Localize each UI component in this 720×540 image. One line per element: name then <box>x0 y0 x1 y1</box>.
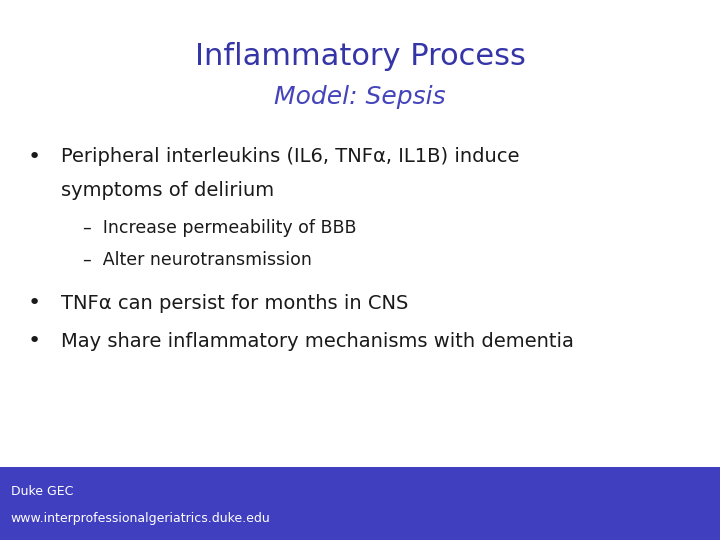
Text: •: • <box>27 331 40 352</box>
Text: www.interprofessionalgeriatrics.duke.edu: www.interprofessionalgeriatrics.duke.edu <box>11 512 271 525</box>
Text: Duke GEC: Duke GEC <box>11 485 73 498</box>
Text: TNFα can persist for months in CNS: TNFα can persist for months in CNS <box>61 294 408 313</box>
Text: •: • <box>27 293 40 314</box>
Text: symptoms of delirium: symptoms of delirium <box>61 180 274 200</box>
Text: Peripheral interleukins (IL6, TNFα, IL1B) induce: Peripheral interleukins (IL6, TNFα, IL1B… <box>61 147 520 166</box>
Text: Model: Sepsis: Model: Sepsis <box>274 85 446 109</box>
Text: Inflammatory Process: Inflammatory Process <box>194 42 526 71</box>
Text: •: • <box>27 146 40 167</box>
Text: May share inflammatory mechanisms with dementia: May share inflammatory mechanisms with d… <box>61 332 574 351</box>
FancyBboxPatch shape <box>0 467 720 540</box>
Text: –  Increase permeability of BBB: – Increase permeability of BBB <box>83 219 356 237</box>
Text: –  Alter neurotransmission: – Alter neurotransmission <box>83 251 312 269</box>
